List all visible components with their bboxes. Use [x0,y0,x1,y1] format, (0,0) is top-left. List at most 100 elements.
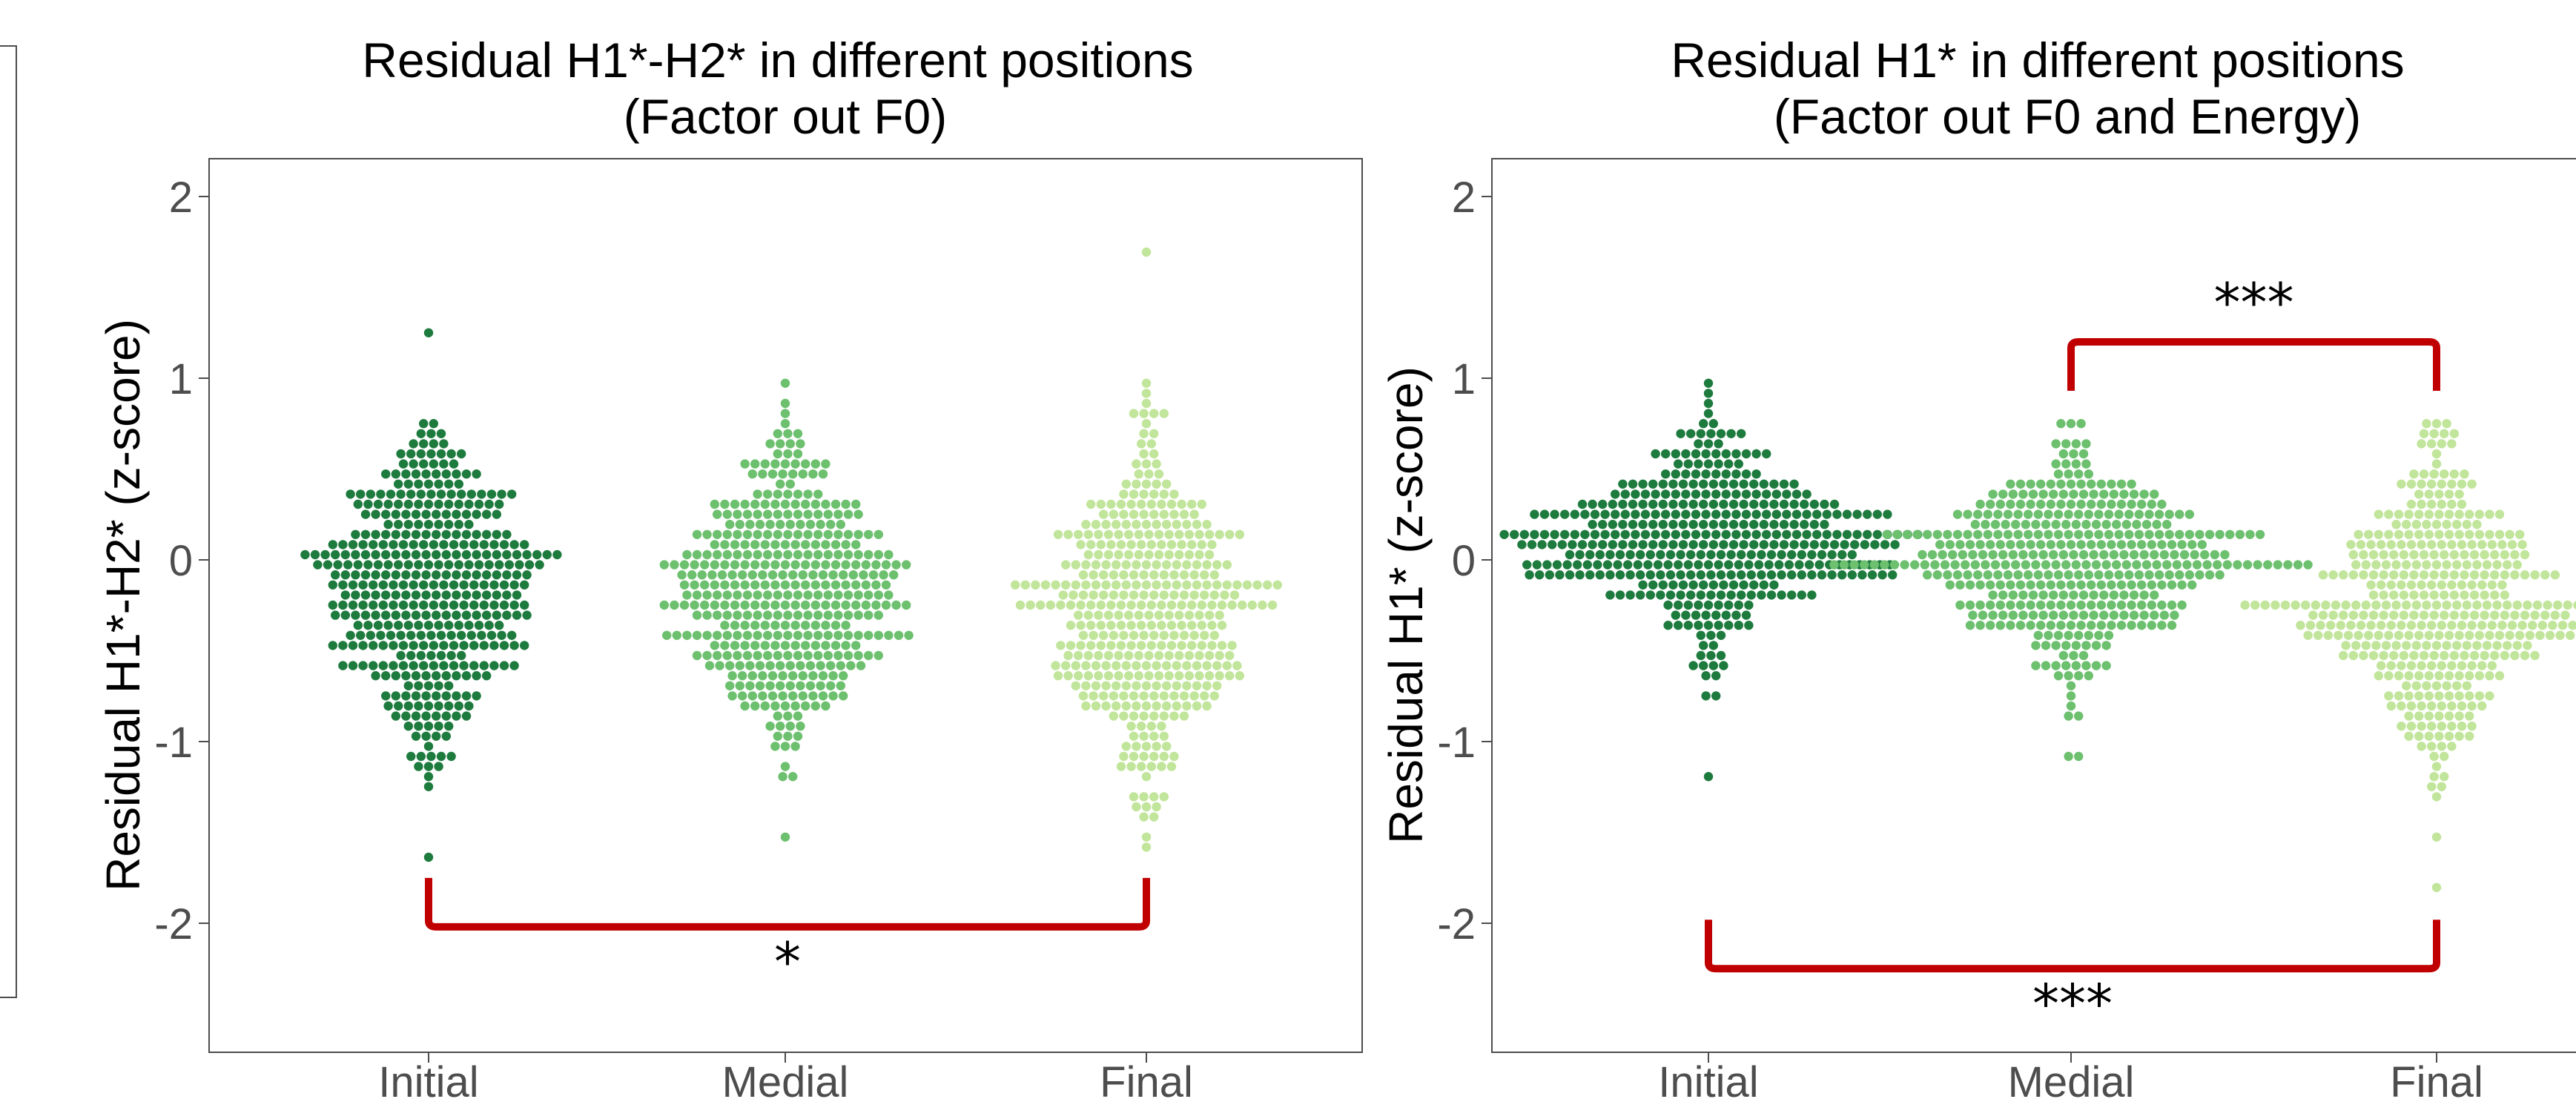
data-point [1192,681,1202,690]
data-point [2477,621,2487,630]
data-point [439,641,449,650]
data-point [2359,550,2368,560]
data-point [2250,600,2260,610]
data-point [2523,641,2532,650]
data-point [1071,681,1081,690]
data-point [2107,580,2116,590]
data-point [2444,529,2454,539]
data-point [2384,630,2394,640]
data-point [1930,560,1940,570]
data-point [1852,509,1862,519]
data-point [730,621,740,630]
data-point [2053,671,2064,681]
data-point [1177,499,1186,509]
data-point [1968,550,1978,560]
data-point [1665,590,1676,600]
data-point [472,570,481,580]
data-point [750,560,760,570]
data-point [1091,560,1101,570]
data-point [2051,661,2061,670]
data-point [2071,459,2081,469]
data-point [2417,701,2426,711]
data-point [767,691,778,701]
data-point [366,489,375,499]
data-point [1139,731,1149,741]
data-point [1103,610,1114,620]
data-point [2031,661,2041,670]
data-point [1749,540,1759,550]
data-point [1817,570,1827,580]
data-point [773,590,783,600]
data-point [1708,580,1718,590]
data-point [2434,691,2444,701]
data-point [2024,509,2033,519]
data-point [502,550,512,560]
data-point [1141,832,1152,842]
data-point [851,540,861,550]
data-point [2321,600,2331,610]
data-point [351,610,360,620]
data-point [381,509,391,519]
data-point [1121,520,1132,529]
data-point [396,449,406,459]
data-point [1636,550,1645,560]
data-point [1771,529,1781,539]
data-point [2071,661,2081,670]
data-point [1986,580,1995,590]
data-point [363,560,373,570]
data-point [1716,650,1726,661]
data-point [406,751,416,762]
data-point [2487,540,2497,550]
data-point [416,751,426,762]
data-point [826,661,836,670]
data-point [328,540,337,550]
data-point [2411,560,2421,570]
data-point [401,529,411,539]
data-point [2368,570,2379,580]
data-point [780,832,790,842]
data-point [2177,580,2187,590]
data-point [798,691,808,701]
data-point [449,540,459,550]
data-point [750,641,760,650]
data-point [1696,590,1705,600]
data-point [434,762,443,771]
data-point [2175,529,2184,539]
data-point [747,671,757,681]
data-point [2480,610,2489,620]
data-point [813,529,823,539]
data-point [1716,570,1726,580]
data-point [677,570,687,580]
data-point [785,479,796,489]
data-point [2465,671,2474,681]
data-point [2366,580,2376,590]
data-point [1109,630,1119,640]
data-point [1699,580,1708,590]
data-point [713,610,722,620]
data-point [1083,650,1094,661]
data-point [2008,590,2018,600]
data-point [444,621,454,630]
data-point [495,499,504,509]
data-point [2064,751,2073,762]
data-point [1829,560,1839,570]
data-point [2074,751,2084,762]
data-point [2336,621,2345,630]
data-point [484,621,494,630]
data-point [2525,630,2534,640]
data-point [1202,580,1212,590]
data-point [2074,711,2084,721]
data-point [524,560,535,570]
data-point [2449,610,2459,620]
significance-bracket [1705,920,2440,973]
data-point [441,671,451,681]
data-point [2366,621,2376,630]
data-point [452,550,461,560]
data-point [1739,499,1748,509]
data-point [2119,550,2129,560]
data-point [439,540,449,550]
data-point [2417,540,2426,550]
data-point [760,621,770,630]
data-point [1114,610,1123,620]
data-point [2109,550,2118,560]
